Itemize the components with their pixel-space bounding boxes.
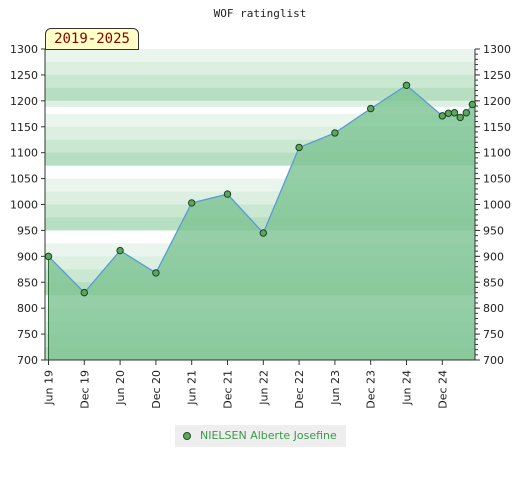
y-tick-label-left: 850	[17, 276, 38, 289]
legend: NIELSEN Alberte Josefine	[175, 425, 346, 447]
y-tick-label-left: 1050	[10, 173, 38, 186]
axes: 700 700 750 750 800 800 850 850 900 900 950 950 1000…	[10, 43, 511, 409]
y-tick-label-right: 1200	[483, 95, 511, 108]
legend-label: NIELSEN Alberte Josefine	[200, 429, 337, 442]
x-tick-label: Jun 22	[257, 370, 270, 406]
y-tick-label-left: 1300	[10, 43, 38, 56]
x-tick-label: Dec 21	[222, 370, 235, 409]
background-band	[45, 74, 475, 89]
y-tick-label-left: 1250	[10, 69, 38, 82]
y-tick-label-right: 1100	[483, 147, 511, 160]
background-band	[45, 87, 475, 102]
data-point	[188, 199, 196, 207]
series-area	[48, 85, 475, 360]
y-tick-label-right: 1000	[483, 199, 511, 212]
y-tick-label-left: 950	[17, 224, 38, 237]
data-point	[44, 252, 53, 261]
x-tick-label: Jun 19	[43, 370, 56, 406]
y-tick-label-right: 1150	[483, 121, 511, 134]
y-tick-label-right: 1300	[483, 43, 511, 56]
data-point	[80, 288, 89, 297]
data-point	[444, 109, 453, 117]
data-point	[116, 246, 124, 255]
background-band-accent	[45, 100, 475, 107]
x-tick-label: Dec 23	[365, 370, 378, 409]
x-tick-label: Dec 22	[293, 370, 306, 409]
chart-title: WOF ratinglist	[214, 7, 307, 20]
background-band	[45, 61, 475, 76]
y-tick-label-left: 700	[17, 354, 38, 367]
y-tick-label-left: 750	[17, 328, 38, 341]
data-points	[44, 81, 477, 297]
y-tick-label-right: 700	[483, 354, 504, 367]
data-point	[438, 112, 446, 120]
y-tick-label-right: 900	[483, 250, 504, 263]
y-tick-label-left: 1100	[10, 147, 38, 160]
data-point	[223, 190, 232, 198]
x-tick-label: Dec 19	[78, 370, 91, 409]
x-tick-label: Jun 20	[114, 370, 127, 406]
data-point	[402, 81, 411, 89]
y-tick-label-right: 750	[483, 328, 504, 341]
x-tick-label: Dec 20	[150, 370, 163, 409]
background-band	[45, 49, 475, 63]
data-point	[367, 104, 375, 113]
data-point	[456, 113, 464, 122]
y-tick-label-left: 1000	[10, 199, 38, 212]
data-point	[468, 100, 477, 109]
data-point	[450, 109, 459, 117]
y-tick-label-left: 1200	[10, 95, 38, 108]
data-point	[462, 109, 470, 117]
y-tick-label-right: 850	[483, 276, 504, 289]
data-point	[331, 129, 339, 137]
x-tick-label: Jun 23	[329, 370, 342, 406]
data-point	[152, 269, 160, 277]
x-tick-label: Jun 24	[401, 370, 414, 406]
y-tick-label-right: 1250	[483, 69, 511, 82]
data-point	[295, 143, 303, 152]
y-tick-label-right: 950	[483, 224, 504, 237]
y-tick-label-right: 800	[483, 302, 504, 315]
period-badge: 2019-2025	[45, 28, 139, 50]
y-tick-label-left: 1150	[10, 121, 38, 134]
x-tick-label: Dec 24	[436, 370, 449, 409]
y-tick-label-left: 900	[17, 250, 38, 263]
y-tick-label-right: 1050	[483, 173, 511, 186]
legend-marker	[183, 432, 191, 440]
y-tick-label-left: 800	[17, 302, 38, 315]
x-tick-label: Jun 21	[186, 370, 199, 406]
data-point	[259, 229, 267, 237]
